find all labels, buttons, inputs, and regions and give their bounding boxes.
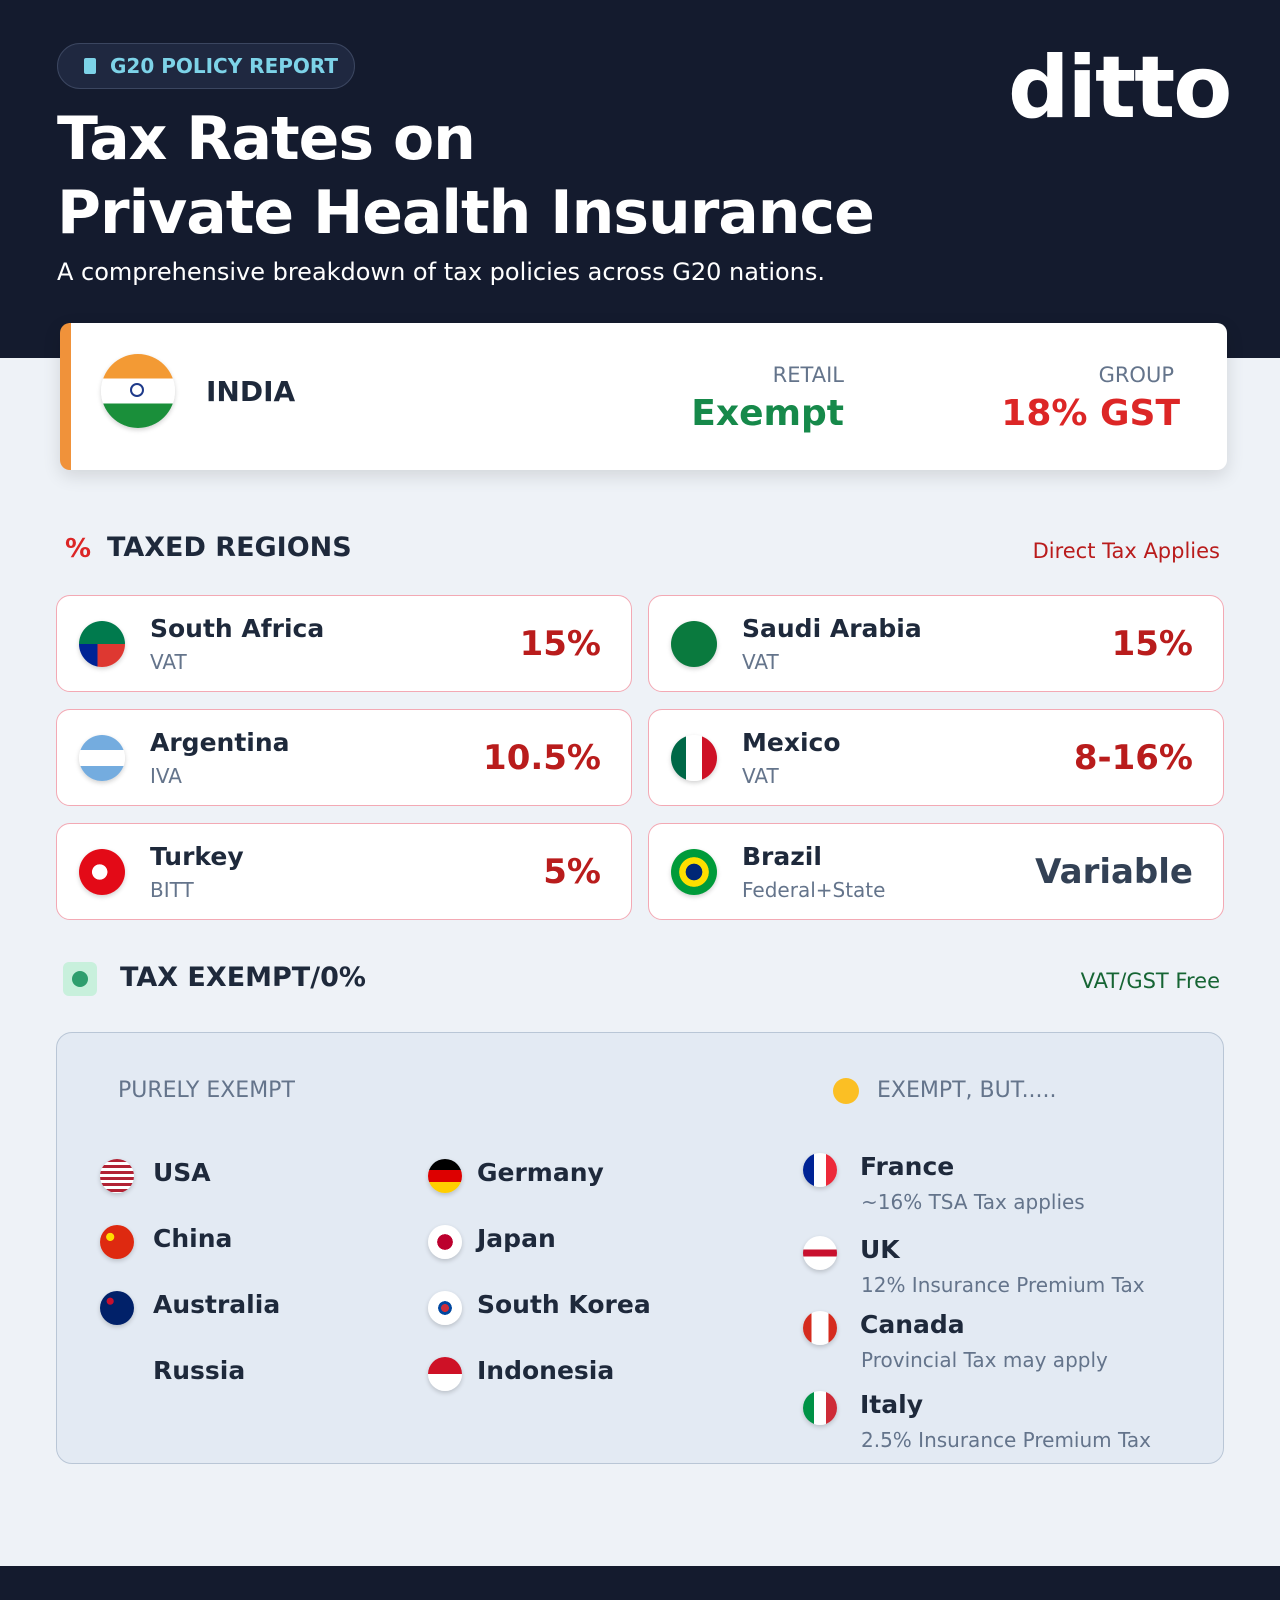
retail-value: Exempt [691,393,844,434]
tax-card: South Africa VAT 15% [56,595,632,692]
taxed-note: Direct Tax Applies [1032,539,1220,563]
country-name: Brazil [742,842,822,871]
group-value: 18% GST [1001,393,1180,434]
exempt-country: Australia [153,1290,281,1319]
tax-card: Brazil Federal+State Variable [648,823,1224,920]
tax-card: Argentina IVA 10.5% [56,709,632,806]
group-label: GROUP [1098,363,1174,387]
country-flag [671,849,717,895]
taxed-icon: % [65,534,92,564]
country-name: South Africa [150,614,325,643]
exempt-country: Italy [860,1390,923,1419]
tax-rate: 15% [519,624,601,664]
title-line: Tax Rates on [57,104,476,174]
taxed-title: TAXED REGIONS [107,532,352,563]
exempt-panel [56,1032,1224,1464]
exempt-country: Russia [153,1356,246,1385]
exempt-icon [63,962,97,996]
flag-india [101,354,175,428]
tax-type: VAT [742,764,779,788]
exempt-title: TAX EXEMPT/0% [120,962,366,993]
country-name: Turkey [150,842,244,871]
country-flag [79,849,125,895]
purely-label: PURELY EXEMPT [118,1078,295,1103]
logo: ditto [1008,38,1232,138]
exempt-country: USA [153,1158,211,1187]
exempt-country: Germany [477,1158,604,1187]
country-flag [671,735,717,781]
exempt-country: Japan [477,1224,556,1253]
tax-card: Turkey BITT 5% [56,823,632,920]
exempt-condition: 2.5% Insurance Premium Tax [861,1428,1151,1452]
exempt-condition: Provincial Tax may apply [861,1348,1108,1372]
tax-rate: 10.5% [483,738,601,778]
country-flag [100,1225,134,1259]
badge-text: G20 POLICY REPORT [110,54,339,78]
tax-card: Mexico VAT 8-16% [648,709,1224,806]
tax-type: IVA [150,764,182,788]
tax-type: VAT [150,650,187,674]
title-line: Private Health Insurance [57,178,875,248]
country-flag [671,621,717,667]
country-flag [428,1225,462,1259]
featured-card [60,323,1227,470]
exempt-country: China [153,1224,233,1253]
tax-card: Saudi Arabia VAT 15% [648,595,1224,692]
exempt-condition: ~16% TSA Tax applies [861,1190,1085,1214]
country-name: Saudi Arabia [742,614,922,643]
tax-rate: 5% [543,852,601,892]
featured-country: INDIA [206,375,296,408]
country-flag [803,1153,837,1187]
exempt-country: UK [860,1235,900,1264]
exempt-note: VAT/GST Free [1080,969,1220,993]
country-flag [428,1159,462,1193]
country-flag [428,1291,462,1325]
exempt-country: South Korea [477,1290,651,1319]
tax-type: Federal+State [742,878,886,902]
report-badge: G20 POLICY REPORT [57,43,355,89]
exempt-country: Canada [860,1310,965,1339]
badge-icon [84,58,96,74]
country-flag [803,1236,837,1270]
footer-bar [0,1566,1280,1600]
exempt-country: Indonesia [477,1356,615,1385]
country-flag [79,735,125,781]
but-label: EXEMPT, BUT..... [877,1078,1057,1103]
country-flag [803,1391,837,1425]
exempt-country: France [860,1152,955,1181]
tax-type: BITT [150,878,194,902]
tax-type: VAT [742,650,779,674]
retail-label: RETAIL [772,363,844,387]
country-flag [428,1357,462,1391]
country-flag [79,621,125,667]
country-name: Mexico [742,728,841,757]
warning-icon [833,1078,859,1104]
title: Tax Rates on Private Health Insurance [57,102,875,250]
country-flag [803,1311,837,1345]
exempt-condition: 12% Insurance Premium Tax [861,1273,1145,1297]
country-flag [100,1159,134,1193]
tax-rate: Variable [1035,852,1193,892]
tax-rate: 8-16% [1073,738,1193,778]
country-flag [100,1291,134,1325]
subtitle: A comprehensive breakdown of tax policie… [57,258,826,286]
country-name: Argentina [150,728,290,757]
tax-rate: 15% [1111,624,1193,664]
